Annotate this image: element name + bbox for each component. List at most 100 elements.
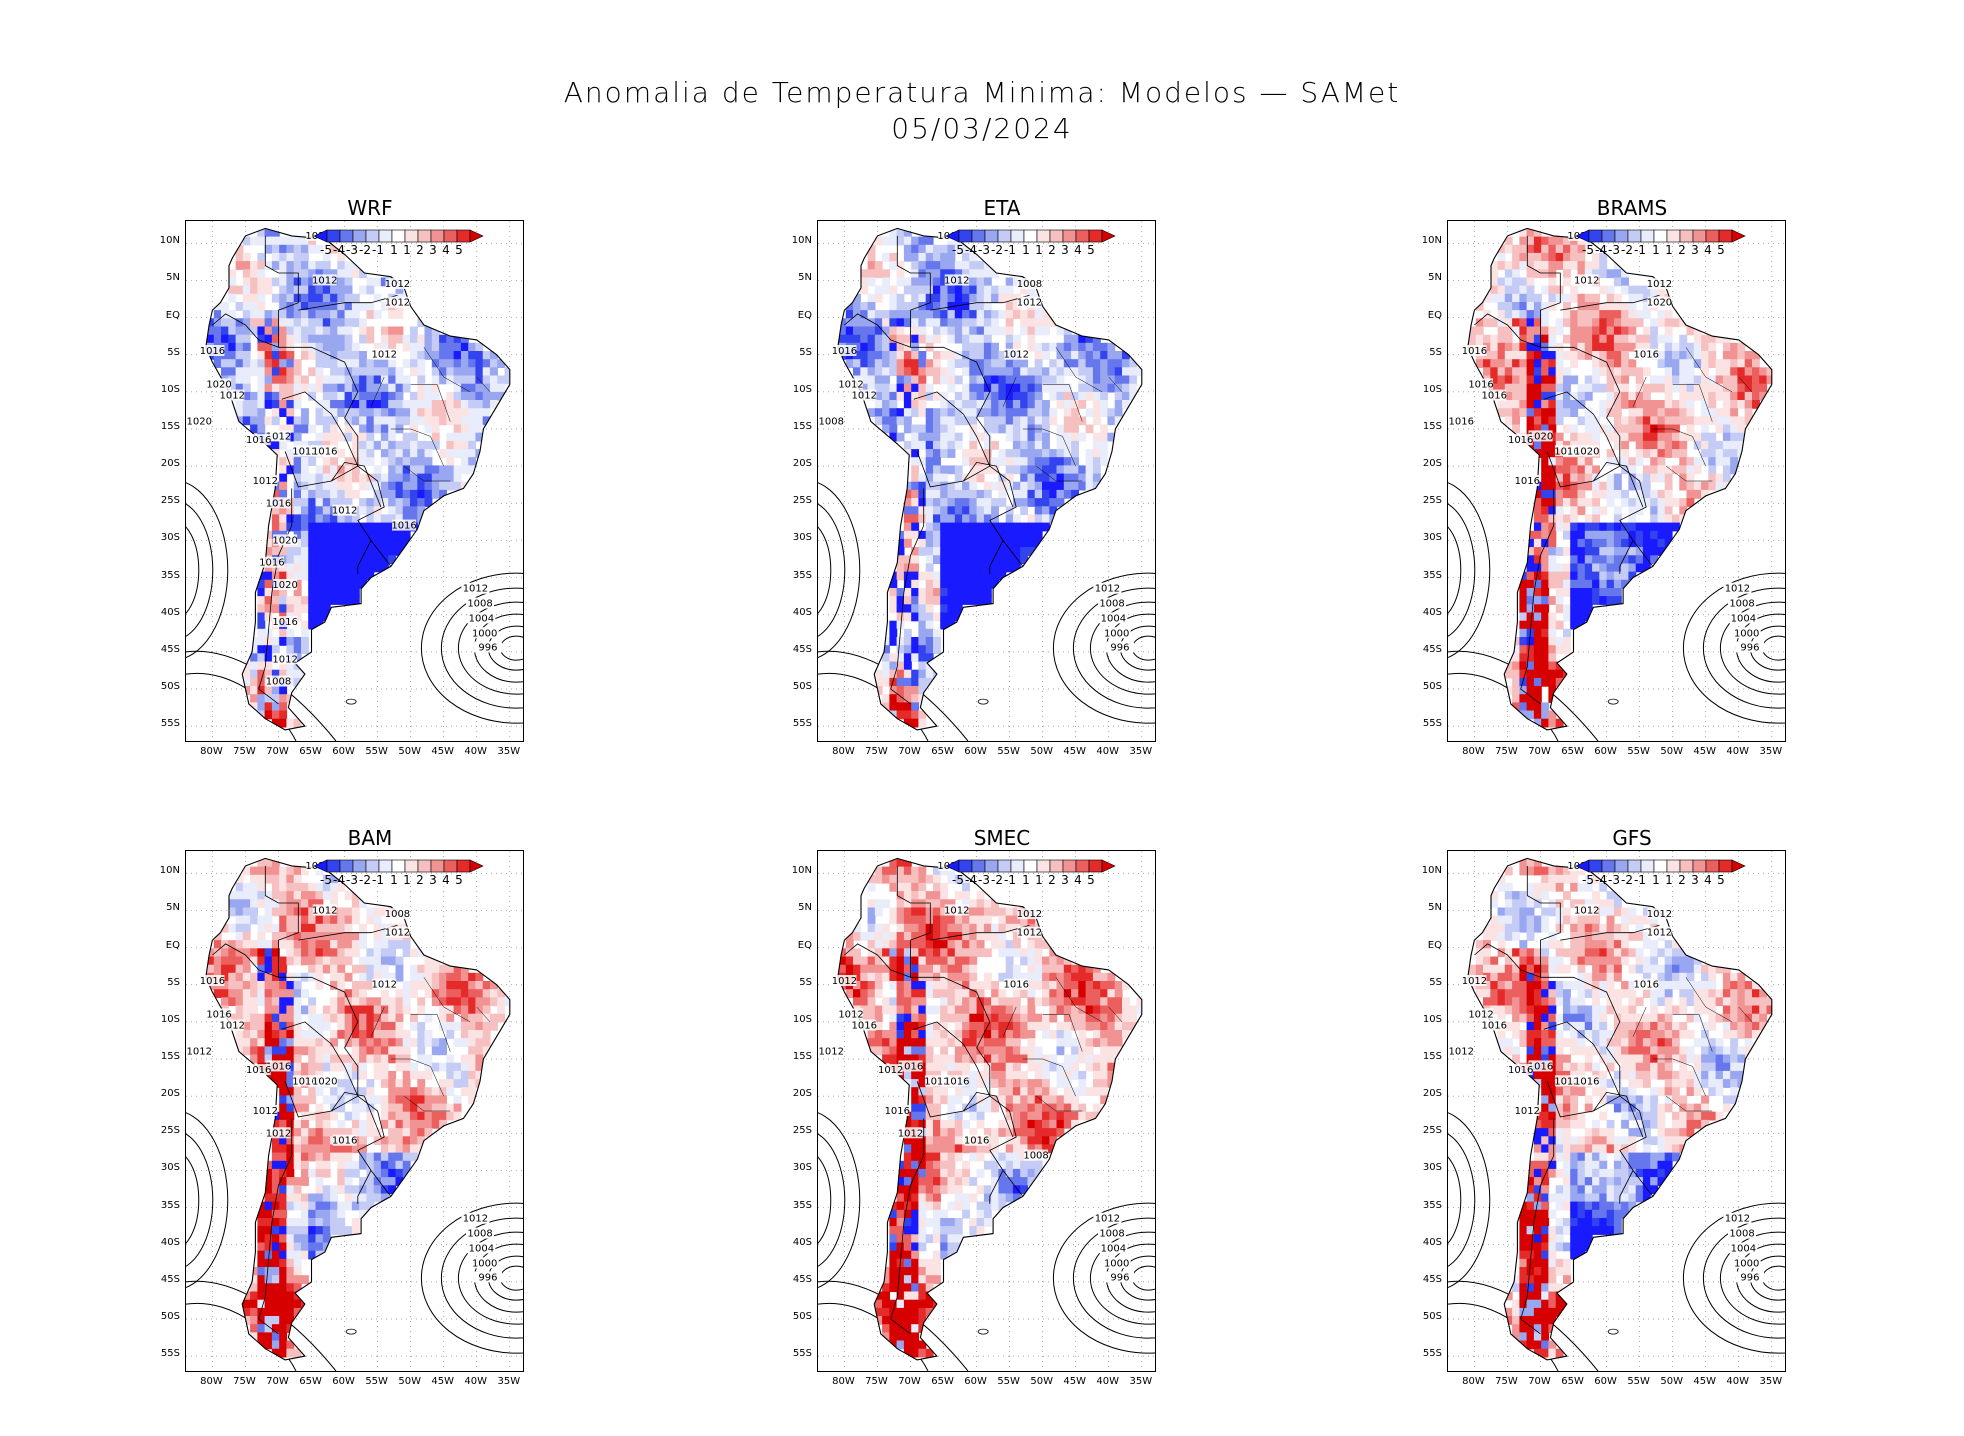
isobar-label: 1012 <box>944 274 969 286</box>
y-tick-label: EQ <box>1427 939 1442 951</box>
y-tick-label: 45S <box>160 1273 180 1285</box>
colorbar-swatch <box>326 229 341 243</box>
x-tick-label: 45W <box>1063 1376 1087 1387</box>
isobar-label: 1012 <box>253 1105 278 1117</box>
colorbar-swatch <box>1705 859 1720 873</box>
isobar-label: 1016 <box>1482 389 1507 402</box>
colorbar-arrow-right <box>469 229 484 243</box>
svg-text:1000: 1000 <box>1734 628 1759 639</box>
ocean-isobar-label: 1008 <box>466 597 495 610</box>
colorbar-label: 4 <box>1704 243 1712 257</box>
state-borders <box>1632 347 1753 482</box>
panel-gfs: GFS 10N 5N EQ 5S 10S 15S 20S 25S 30S 35S 40S 45S 50S 5… <box>1402 826 1862 1387</box>
colorbar-swatch <box>352 859 367 873</box>
svg-text:1012: 1012 <box>385 279 410 290</box>
colorbar-swatch <box>391 229 406 243</box>
ocean-isobar-label: 1004 <box>467 612 496 624</box>
y-tick-label: 30S <box>160 532 180 544</box>
svg-text:1012: 1012 <box>312 275 337 286</box>
colorbar-label: 5 <box>1087 243 1095 257</box>
colorbar-label: -2 <box>991 873 1003 887</box>
colorbar-label: 1 <box>1652 873 1660 887</box>
x-tick-label: 60W <box>332 746 355 757</box>
svg-text:1020: 1020 <box>1528 431 1553 442</box>
isobar-label: 1012 <box>186 1045 212 1058</box>
colorbar: -5 -4 -3 -2 -1 1 1 2 3 4 5 <box>945 229 1116 257</box>
colorbar-swatch <box>365 229 380 243</box>
y-tick-label: 10N <box>791 235 812 247</box>
colorbar-label: -4 <box>965 873 977 887</box>
svg-text:1016: 1016 <box>312 446 337 457</box>
panel-title: BRAMS <box>1596 196 1668 220</box>
isobar-label: 1012 <box>312 274 337 286</box>
isobar-label: 1012 <box>838 1008 864 1020</box>
isobar-label: 1012 <box>1574 274 1599 286</box>
y-tick-label: 20S <box>160 458 180 470</box>
y-tick-label: 35S <box>1422 569 1442 581</box>
isobar-label: 1016 <box>1468 378 1494 390</box>
isobar-label: 1016 <box>1508 434 1533 446</box>
ocean-isobar-label: 1008 <box>1098 597 1127 610</box>
y-tick-label: 10S <box>1422 1013 1442 1025</box>
colorbar-label: 5 <box>1717 873 1725 887</box>
x-tick-label: 40W <box>464 1376 488 1387</box>
colorbar-label: 4 <box>1074 873 1082 887</box>
y-tick-label: 5S <box>167 346 180 358</box>
isobar-label: 1008 <box>266 675 291 688</box>
colorbar-label: -5 <box>320 873 332 887</box>
colorbar-label: -5 <box>320 243 332 257</box>
y-tick-label: 55S <box>1422 718 1442 730</box>
isobar-label: 1016 <box>944 1075 969 1087</box>
ocean-isobars <box>420 1202 523 1354</box>
colorbar-swatch <box>1614 229 1629 243</box>
colorbar-label: 2 <box>1048 243 1056 257</box>
isobar-label: 1012 <box>1004 348 1029 361</box>
map-frame: 1012101210081012101210161016101210121016… <box>185 850 524 1372</box>
isobar-label: 1012 <box>385 296 410 309</box>
colorbar-label: 4 <box>442 243 450 257</box>
colorbar-swatch <box>1036 229 1051 243</box>
colorbar-swatch <box>1075 859 1090 873</box>
colorbar-swatch <box>1588 229 1603 243</box>
colorbar-swatch <box>443 229 458 243</box>
colorbar-label: 2 <box>416 873 424 887</box>
y-tick-label: 15S <box>1422 421 1442 432</box>
y-tick-label: 50S <box>160 1311 180 1322</box>
x-tick-label: 65W <box>1561 746 1584 757</box>
country-borders <box>1474 865 1660 1335</box>
x-tick-label: 60W <box>964 1376 987 1387</box>
y-tick-label: 10N <box>159 235 180 247</box>
svg-text:1012: 1012 <box>838 379 863 390</box>
svg-text:1012: 1012 <box>944 275 969 286</box>
anomaly-map: 1012101210121012101610121012101610121016… <box>818 851 1155 1371</box>
isobar-label: 1012 <box>1574 904 1599 916</box>
isobar-label: 1016 <box>885 1105 910 1117</box>
colorbar-label: 2 <box>416 243 424 257</box>
colorbar-swatch <box>958 229 973 243</box>
isobar-label: 1020 <box>312 1075 337 1087</box>
y-tick-label: 45S <box>792 1273 812 1285</box>
x-tick-label: 40W <box>1726 746 1750 757</box>
colorbar-swatch <box>1692 859 1707 873</box>
colorbar-label: -3 <box>1608 243 1620 257</box>
isobar-label: 1016 <box>292 1075 318 1087</box>
x-tick-label: 80W <box>1462 1376 1485 1387</box>
colorbar-swatch <box>984 229 999 243</box>
svg-text:1012: 1012 <box>1095 584 1120 595</box>
isobar-label: 1016 <box>898 1060 923 1072</box>
x-tick-label: 50W <box>1660 746 1683 757</box>
colorbar-label: 4 <box>1074 243 1082 257</box>
falkland-islands <box>1607 698 1619 705</box>
svg-text:1012: 1012 <box>253 476 278 487</box>
colorbar-swatch <box>417 229 432 243</box>
falkland-islands <box>345 698 357 705</box>
colorbar-label: -1 <box>1004 873 1016 887</box>
x-tick-label: 75W <box>233 746 256 757</box>
colorbar-swatch <box>997 859 1012 873</box>
isobar-label: 1012 <box>272 653 298 665</box>
isobar-label: 1020 <box>272 579 298 591</box>
x-tick-label: 65W <box>299 746 322 757</box>
isobar-label: 1012 <box>220 1019 245 1032</box>
colorbar-label: 3 <box>429 873 437 887</box>
colorbar-arrow-right <box>1101 229 1116 243</box>
